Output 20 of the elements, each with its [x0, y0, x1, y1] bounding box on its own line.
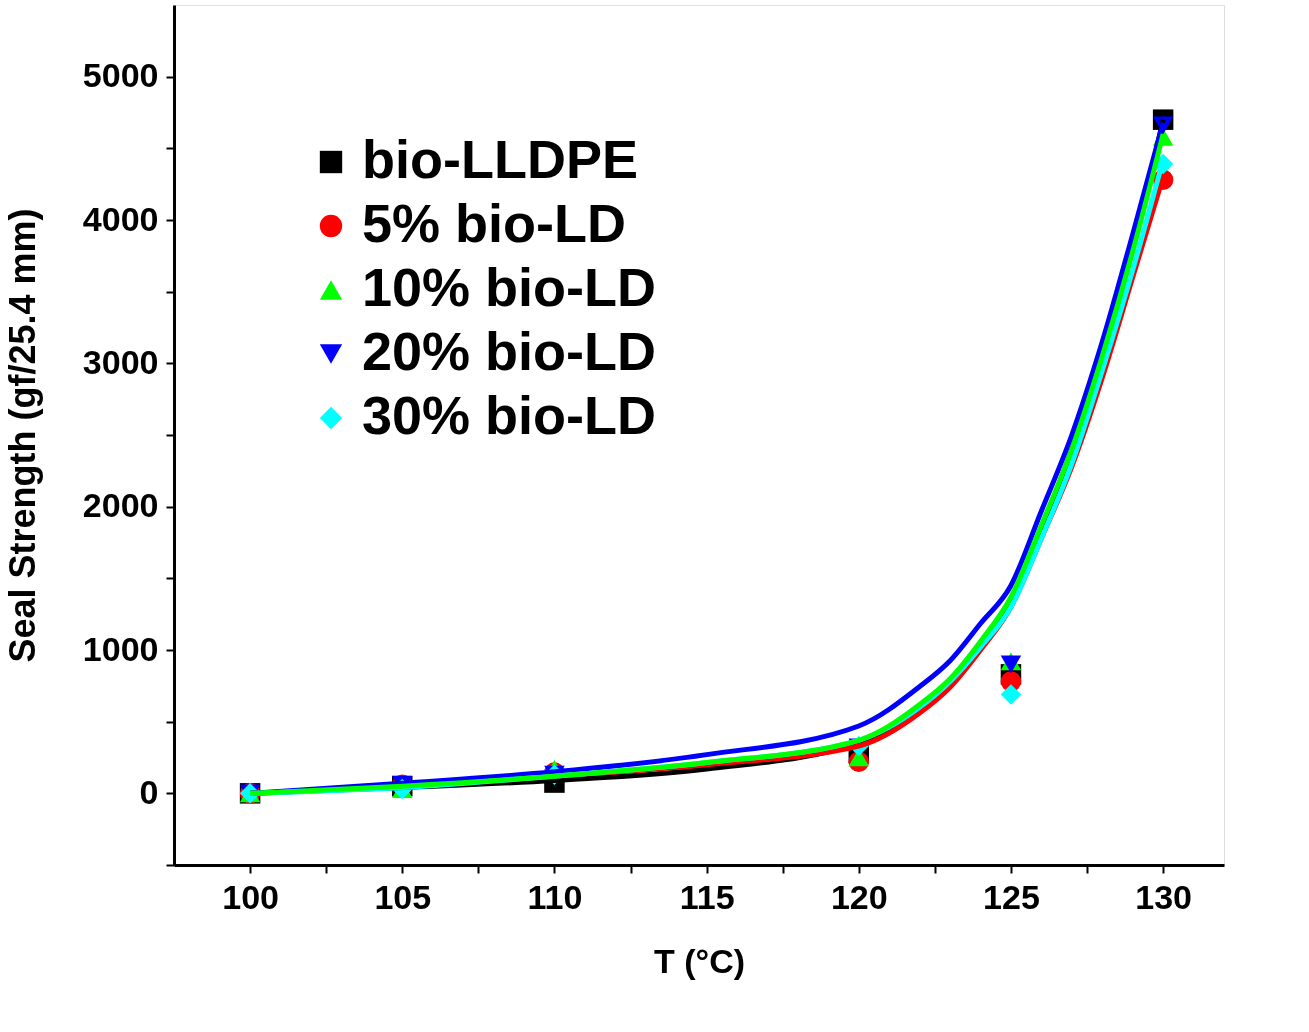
x-tick-label: 120: [830, 877, 888, 916]
y-tick-label: 2000: [82, 486, 159, 525]
x-tick-label: 125: [983, 877, 1040, 916]
x-tick-label: 115: [679, 877, 735, 916]
legend-label: 30% bio-LD: [362, 385, 657, 445]
legend-label: 5% bio-LD: [362, 193, 626, 253]
x-tick-label: 105: [374, 877, 432, 916]
y-tick-label: 4000: [82, 199, 159, 238]
legend-label: 10% bio-LD: [362, 257, 657, 317]
y-tick-label: 3000: [82, 342, 159, 381]
x-axis-title: T (°C): [653, 941, 746, 980]
x-tick-label: 100: [222, 877, 279, 916]
x-tick-label: 130: [1135, 877, 1192, 916]
y-tick-label: 5000: [82, 56, 159, 95]
legend-label: bio-LLDPE: [362, 129, 638, 189]
legend-label: 20% bio-LD: [362, 321, 657, 381]
x-tick-label: 110: [527, 877, 583, 916]
y-axis-title: Seal Strength (gf/25.4 mm): [1, 208, 43, 663]
y-tick-label: 1000: [82, 629, 159, 668]
y-tick-label: 0: [139, 772, 159, 811]
